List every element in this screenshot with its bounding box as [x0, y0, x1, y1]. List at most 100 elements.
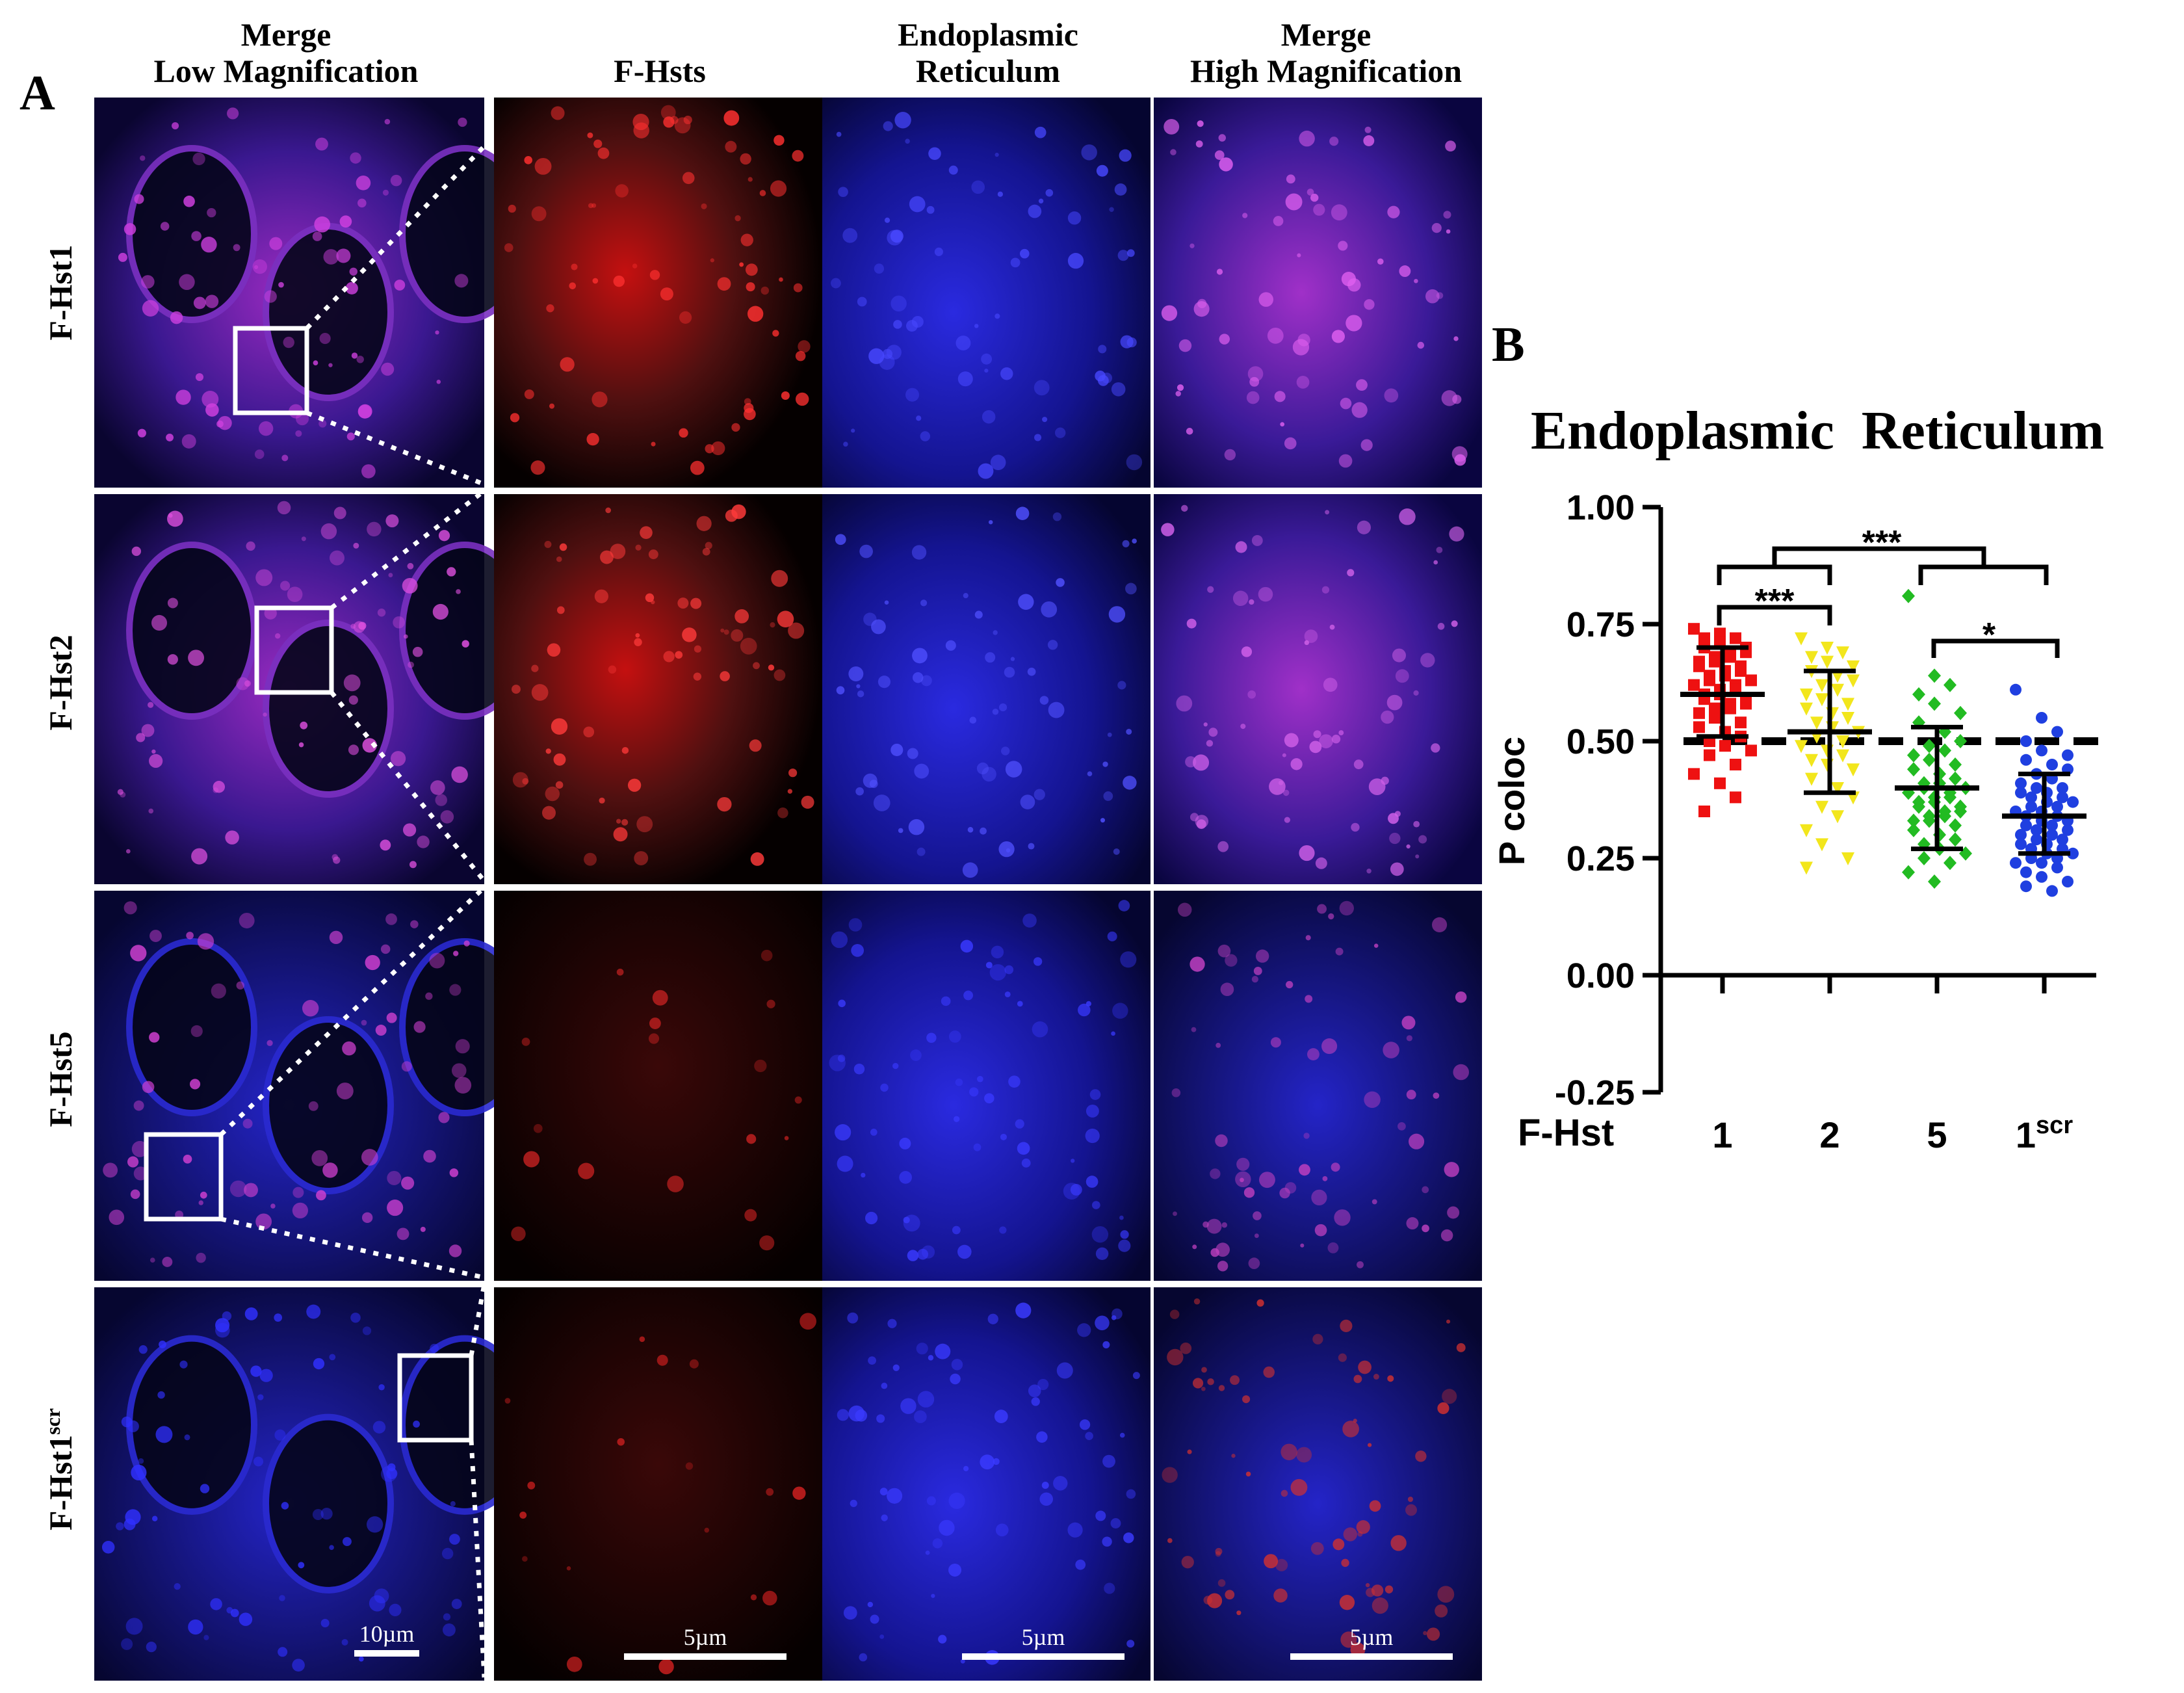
data-point [1902, 865, 1915, 880]
data-point [1730, 791, 1741, 804]
micrograph-image [94, 494, 530, 884]
y-tick-label: 1.00 [1566, 488, 1635, 527]
data-point [2015, 777, 2027, 789]
micrograph-image [494, 494, 822, 884]
data-point [2010, 857, 2022, 869]
column-header-line: Endoplasmic [898, 16, 1078, 53]
micrograph-image [822, 98, 1150, 488]
data-point [1698, 632, 1710, 644]
data-point [1949, 832, 1962, 847]
data-point [1831, 683, 1844, 697]
data-point [1735, 665, 1747, 677]
data-point [2046, 759, 2058, 770]
scalebar [624, 1653, 786, 1660]
data-point [2020, 866, 2032, 878]
data-point [1724, 702, 1736, 715]
data-point [1831, 782, 1844, 795]
data-point [1815, 800, 1828, 814]
data-point [2051, 861, 2063, 874]
data-point [2036, 871, 2048, 883]
zoom-box [144, 1132, 224, 1222]
row-label-fhst1: F-Hst1 [42, 244, 79, 340]
y-tick-label: 0.25 [1566, 839, 1635, 878]
zoom-guide-line [219, 886, 486, 1136]
data-point [2015, 838, 2027, 850]
y-tick-label: -0.25 [1555, 1073, 1635, 1112]
data-point [2010, 683, 2022, 696]
row-label-superscript: scr [41, 1408, 64, 1435]
data-point [1805, 651, 1818, 664]
data-point [1949, 818, 1962, 833]
y-tick-label: 0.75 [1566, 605, 1635, 644]
data-point [1704, 749, 1715, 761]
data-point [1912, 687, 1925, 702]
micrograph-image [94, 1287, 530, 1681]
data-point [2057, 833, 2068, 846]
data-point [2036, 857, 2048, 869]
data-point [1907, 748, 1920, 763]
data-point [1902, 588, 1915, 603]
data-point [2046, 885, 2058, 897]
data-point [1836, 749, 1849, 763]
data-point [2025, 791, 2037, 804]
data-point [1704, 674, 1715, 687]
significance-label: *** [1862, 524, 1902, 562]
data-point [1821, 655, 1834, 669]
data-point [1918, 851, 1930, 865]
data-point [1709, 655, 1721, 668]
column-header-merge-low: Merge Low Magnification [154, 16, 419, 89]
data-point [1912, 799, 1925, 814]
data-point [1698, 806, 1710, 817]
data-point [2015, 787, 2027, 799]
panel-b-label: B [1492, 317, 1525, 372]
data-point [1954, 804, 1967, 819]
data-point [1923, 752, 1936, 767]
data-point [2015, 829, 2027, 841]
data-point [1714, 777, 1726, 789]
y-axis-label: P coloc [1491, 737, 1532, 865]
x-tick-label: 2 [1819, 1114, 1840, 1155]
data-point [1938, 809, 1951, 824]
zoom-guide-line [330, 489, 486, 610]
data-point [2067, 847, 2079, 860]
scalebar-label: 5µm [1350, 1624, 1394, 1650]
bracket-group [1772, 546, 1986, 567]
micrograph-image [822, 1287, 1150, 1681]
y-tick-label: 0.50 [1566, 722, 1635, 761]
data-point [1938, 743, 1951, 758]
column-header-merge-high: Merge High Magnification [1190, 16, 1462, 89]
data-point [1714, 627, 1726, 640]
micrograph-image [822, 891, 1150, 1281]
data-point [2051, 800, 2063, 813]
data-point [2020, 819, 2032, 832]
data-point [1815, 693, 1828, 707]
data-point [2025, 800, 2037, 813]
data-point [1923, 739, 1936, 754]
data-point [1740, 698, 1752, 710]
data-point [1805, 772, 1818, 786]
data-point [1810, 716, 1823, 730]
micrograph-image [94, 98, 530, 488]
data-point [1709, 702, 1721, 715]
data-point [1841, 852, 1854, 865]
scatter-chart: P coloc F-Hst 1.000.750.500.250.00-0.251… [1491, 488, 2103, 1155]
data-point [1928, 668, 1941, 683]
data-point [1800, 689, 1813, 702]
micrograph-image [1154, 891, 1482, 1281]
data-point [1944, 856, 1956, 871]
data-point [1745, 744, 1757, 757]
micrograph-image [1154, 494, 1482, 884]
data-point [1693, 660, 1705, 672]
data-point [2062, 876, 2074, 887]
data-point [1907, 762, 1920, 777]
column-header-line: F-Hsts [614, 53, 706, 89]
data-point [2036, 712, 2048, 724]
micrograph-image [494, 98, 822, 488]
row-label-fhst2: F-Hst2 [42, 635, 79, 730]
data-point [1944, 677, 1956, 692]
data-point [1730, 759, 1741, 770]
data-point [2062, 824, 2074, 836]
x-tick-label: 5 [1927, 1114, 1947, 1155]
zoom-guide-line [306, 410, 486, 487]
scalebar-label: 5µm [1022, 1624, 1065, 1650]
